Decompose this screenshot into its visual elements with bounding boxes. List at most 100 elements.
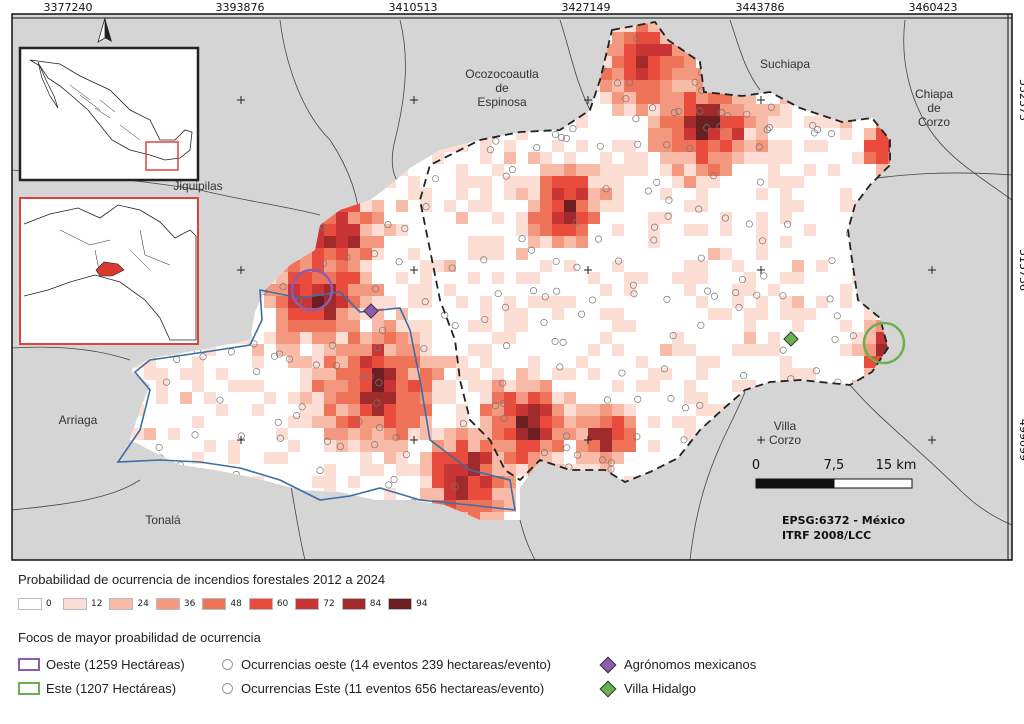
raster-cell — [300, 368, 312, 380]
raster-cell — [348, 272, 360, 284]
raster-cell — [768, 116, 780, 128]
raster-cell — [360, 296, 372, 308]
occurrence-point — [343, 253, 351, 262]
raster-cell — [756, 296, 768, 308]
raster-cell — [504, 464, 516, 476]
raster-cell — [456, 368, 468, 380]
raster-cell — [492, 488, 504, 500]
occurrence-point — [691, 78, 699, 86]
raster-cell — [360, 236, 372, 248]
raster-cell — [696, 116, 708, 128]
raster-cell — [264, 332, 276, 344]
occurrence-point — [828, 256, 836, 265]
raster-cell — [516, 224, 528, 236]
raster-cell — [564, 296, 576, 308]
raster-cell — [720, 152, 732, 164]
raster-cell — [348, 392, 360, 404]
raster-cell — [312, 404, 324, 416]
raster-cell — [480, 152, 492, 164]
raster-cell — [648, 140, 660, 152]
raster-cell — [360, 332, 372, 344]
west-zone-boundary — [116, 289, 516, 511]
raster-cell — [660, 104, 672, 116]
raster-cell — [384, 344, 396, 356]
raster-cell — [288, 344, 300, 356]
occurrence-point — [650, 223, 659, 231]
raster-cell — [360, 272, 372, 284]
raster-cell — [312, 320, 324, 332]
raster-cell — [432, 260, 444, 272]
foci-title: Focos de mayor proabilidad de ocurrencia — [18, 630, 261, 645]
ramp-item-60: 60 — [248, 598, 288, 610]
raster-cell — [588, 176, 600, 188]
raster-cell — [660, 128, 672, 140]
occurrence-point — [648, 104, 657, 112]
raster-cell — [444, 200, 456, 212]
raster-cell — [624, 44, 636, 56]
raster-cell — [624, 284, 636, 296]
raster-cell — [336, 320, 348, 332]
raster-cell — [708, 176, 720, 188]
raster-cell — [468, 236, 480, 248]
raster-cell — [540, 236, 552, 248]
raster-cell — [756, 248, 768, 260]
raster-cell — [660, 140, 672, 152]
raster-cell — [708, 248, 720, 260]
raster-cell — [492, 332, 504, 344]
raster-cell — [312, 332, 324, 344]
raster-cell — [516, 452, 528, 464]
raster-cell — [660, 80, 672, 92]
occurrence-point — [765, 123, 773, 132]
raster-cell — [648, 44, 660, 56]
raster-cell — [540, 416, 552, 428]
raster-cell — [384, 452, 396, 464]
raster-cell — [732, 140, 744, 152]
raster-cell — [660, 116, 672, 128]
ramp-item-72: 72 — [295, 598, 335, 610]
raster-cell — [732, 116, 744, 128]
raster-cell — [708, 152, 720, 164]
occurrence-point — [578, 310, 586, 318]
raster-cell — [312, 296, 324, 308]
occurrence-point — [618, 369, 626, 377]
este-swatch — [18, 682, 40, 695]
raster-cell — [396, 272, 408, 284]
raster-cell — [624, 92, 636, 104]
occurrence-point — [451, 483, 459, 491]
occurrence-point — [633, 433, 641, 441]
raster-cell — [840, 188, 852, 200]
raster-cell — [348, 356, 360, 368]
raster-cell — [576, 236, 588, 248]
raster-cell — [684, 140, 696, 152]
raster-cell — [432, 464, 444, 476]
raster-cell — [336, 272, 348, 284]
raster-cell — [336, 284, 348, 296]
raster-cell — [576, 452, 588, 464]
ramp-item-36: 36 — [155, 598, 195, 610]
raster-cell — [612, 104, 624, 116]
raster-cell — [288, 308, 300, 320]
raster-cell — [888, 140, 890, 152]
raster-cell — [228, 440, 240, 452]
raster-cell — [420, 344, 432, 356]
occurrence-point — [634, 140, 642, 148]
raster-cell — [564, 224, 576, 236]
occurrence-point — [395, 258, 403, 266]
raster-cell — [744, 104, 756, 116]
place-jiquipilas: Jiquipilas — [173, 179, 222, 193]
occurrence-point — [556, 363, 564, 371]
occurrence-point — [191, 431, 199, 439]
occurrence-point — [664, 212, 672, 220]
raster-cell — [480, 320, 492, 332]
raster-cell — [372, 356, 384, 368]
raster-cell — [516, 392, 528, 404]
raster-cell — [756, 344, 768, 356]
raster-cell — [348, 476, 360, 488]
raster-cell — [348, 416, 360, 428]
raster-cell — [264, 392, 276, 404]
villa-hidalgo-label: Villa Hidalgo — [624, 681, 697, 696]
raster-cell — [504, 140, 516, 152]
occurrence-point — [756, 178, 765, 186]
ocurrencias-este-label: Ocurrencias Este (11 eventos 656 hectare… — [241, 681, 545, 696]
occurrence-point — [499, 379, 507, 387]
